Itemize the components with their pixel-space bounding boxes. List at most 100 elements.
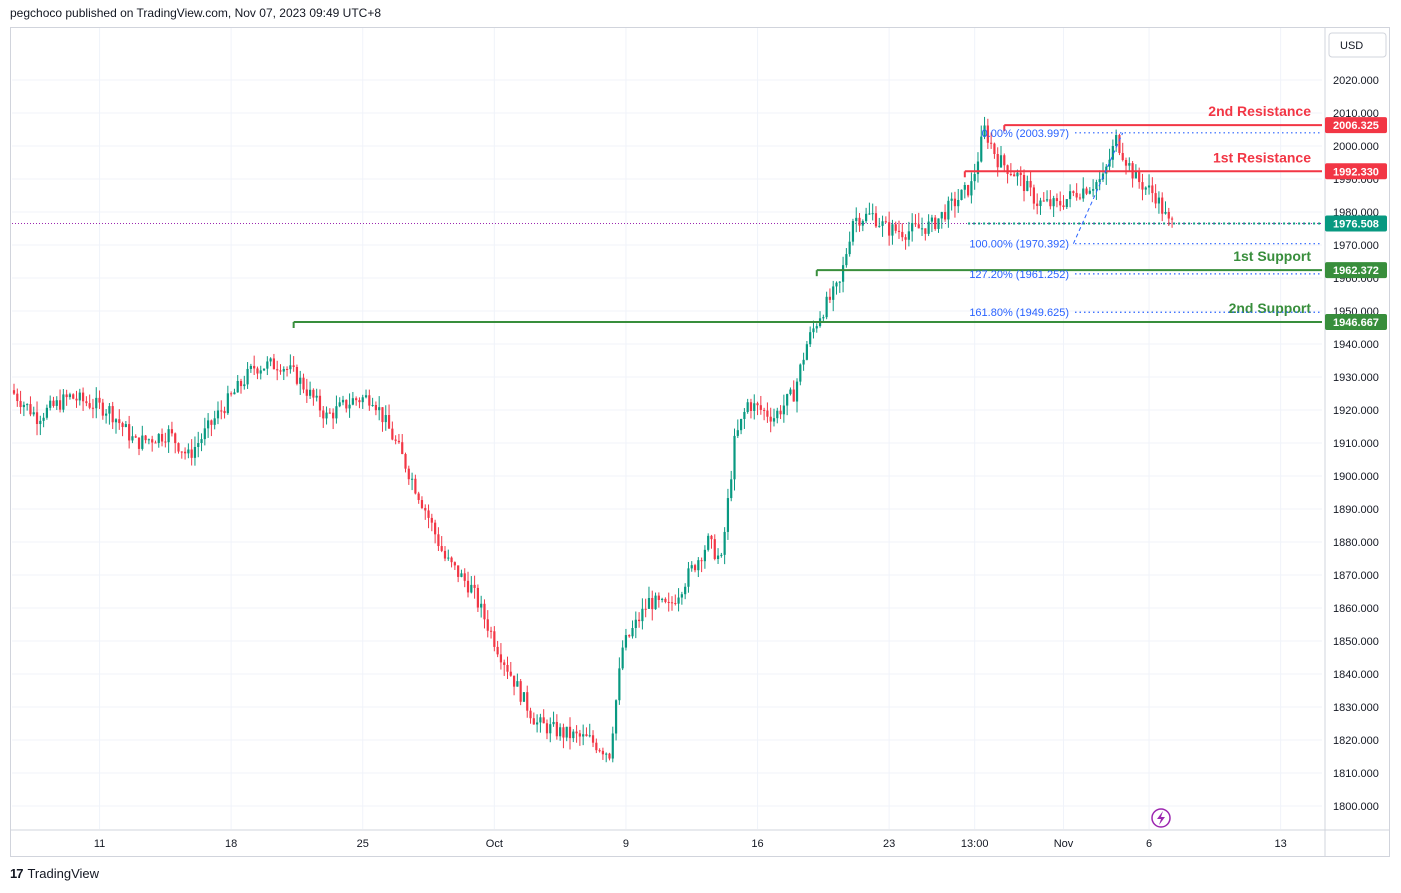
chart-frame[interactable] [10,27,1390,857]
candle-body [891,224,894,236]
candle-body [930,217,934,222]
candle-body [387,415,391,429]
y-tick-label: 1850.000 [1333,636,1379,648]
candle-body [588,735,591,737]
candle-body [591,735,595,743]
candle-body [851,221,855,242]
candle-body [368,395,371,406]
candle-body [88,403,91,408]
candle-body [480,603,483,608]
y-tick-label: 1840.000 [1333,669,1379,681]
candle-body [167,429,170,443]
candle-body [101,402,104,416]
candle-body [986,125,989,143]
fib-level-label: 100.00% (1970.392) [969,239,1069,251]
y-tick-label: 1970.000 [1333,240,1379,252]
footer-brand: 17 TradingView [10,866,99,881]
candle-body [1141,182,1144,190]
fib-level-label: 161.80% (1949.625) [969,307,1069,319]
candle-body [457,565,460,577]
candle-body [470,584,473,593]
candle-body [710,535,713,540]
candle-body [151,439,154,443]
candle-body [684,586,687,595]
candle-body [1138,171,1141,183]
candle-body [315,395,318,398]
candle-body [233,392,236,395]
alert-icon[interactable] [1151,808,1171,828]
candle-body [1062,205,1065,208]
candle-body [828,296,832,300]
candle-body [407,468,410,480]
candle-body [983,125,986,137]
candle-body [335,406,338,419]
candle-body [753,403,756,411]
candle-body [374,404,377,411]
candle-body [65,394,68,398]
candle-body [1118,135,1121,153]
candle-body [19,401,22,408]
candle-body [529,710,532,719]
candle-body [996,154,999,168]
currency-button[interactable]: USD [1328,32,1387,58]
tradingview-logo-icon: 17 [10,866,24,881]
candle-body [815,326,818,329]
candle-body [137,437,141,449]
candle-body [746,402,749,412]
last-price-badge [1325,215,1387,232]
candle-body [105,413,108,416]
candle-body [174,433,177,444]
candle-body [953,198,957,207]
candle-body [1108,159,1111,167]
y-tick-label: 2010.000 [1333,108,1379,120]
candle-body [124,424,127,428]
candle-body [924,228,927,234]
candle-body [674,602,677,604]
candle-body [460,573,463,577]
candle-body [249,365,252,369]
candle-body [160,434,164,442]
x-tick-label: Oct [486,838,503,850]
candle-body [292,365,295,368]
candle-body [575,731,578,734]
candle-body [266,361,269,369]
candle-body [1151,185,1154,194]
candle-body [1009,173,1012,175]
candle-body [394,439,397,441]
candle-body [559,727,562,737]
candle-body [1006,165,1009,174]
candle-body [305,389,308,396]
candle-body [361,397,364,403]
candle-body [545,723,549,734]
candle-body [466,580,470,593]
candle-body [279,370,282,372]
candle-body [670,602,674,604]
y-tick-label: 1810.000 [1333,768,1379,780]
candle-body [792,389,795,402]
candle-body [802,359,805,365]
candle-body [667,601,670,603]
y-tick-label: 2000.000 [1333,141,1379,153]
candle-body [325,412,328,419]
candle-body [427,510,430,518]
candle-body [450,557,453,563]
candle-body [766,410,769,417]
candle-body [582,734,585,737]
candle-body [730,479,733,499]
publisher-caption: pegchoco published on TradingView.com, N… [10,6,382,20]
candle-body [993,143,996,155]
candle-body [489,630,493,632]
candle-body [1049,199,1052,207]
fib-trend-line [1072,132,1124,244]
candle-body [391,428,394,440]
price-badge-support [1325,313,1387,330]
candle-body [832,286,835,300]
candle-body [858,217,861,226]
candle-body [904,237,907,240]
candle-body [739,419,743,431]
candle-body [285,368,289,370]
level-label: 2nd Support [1229,300,1312,316]
candle-body [677,597,680,604]
y-tick-label: 1940.000 [1333,339,1379,351]
